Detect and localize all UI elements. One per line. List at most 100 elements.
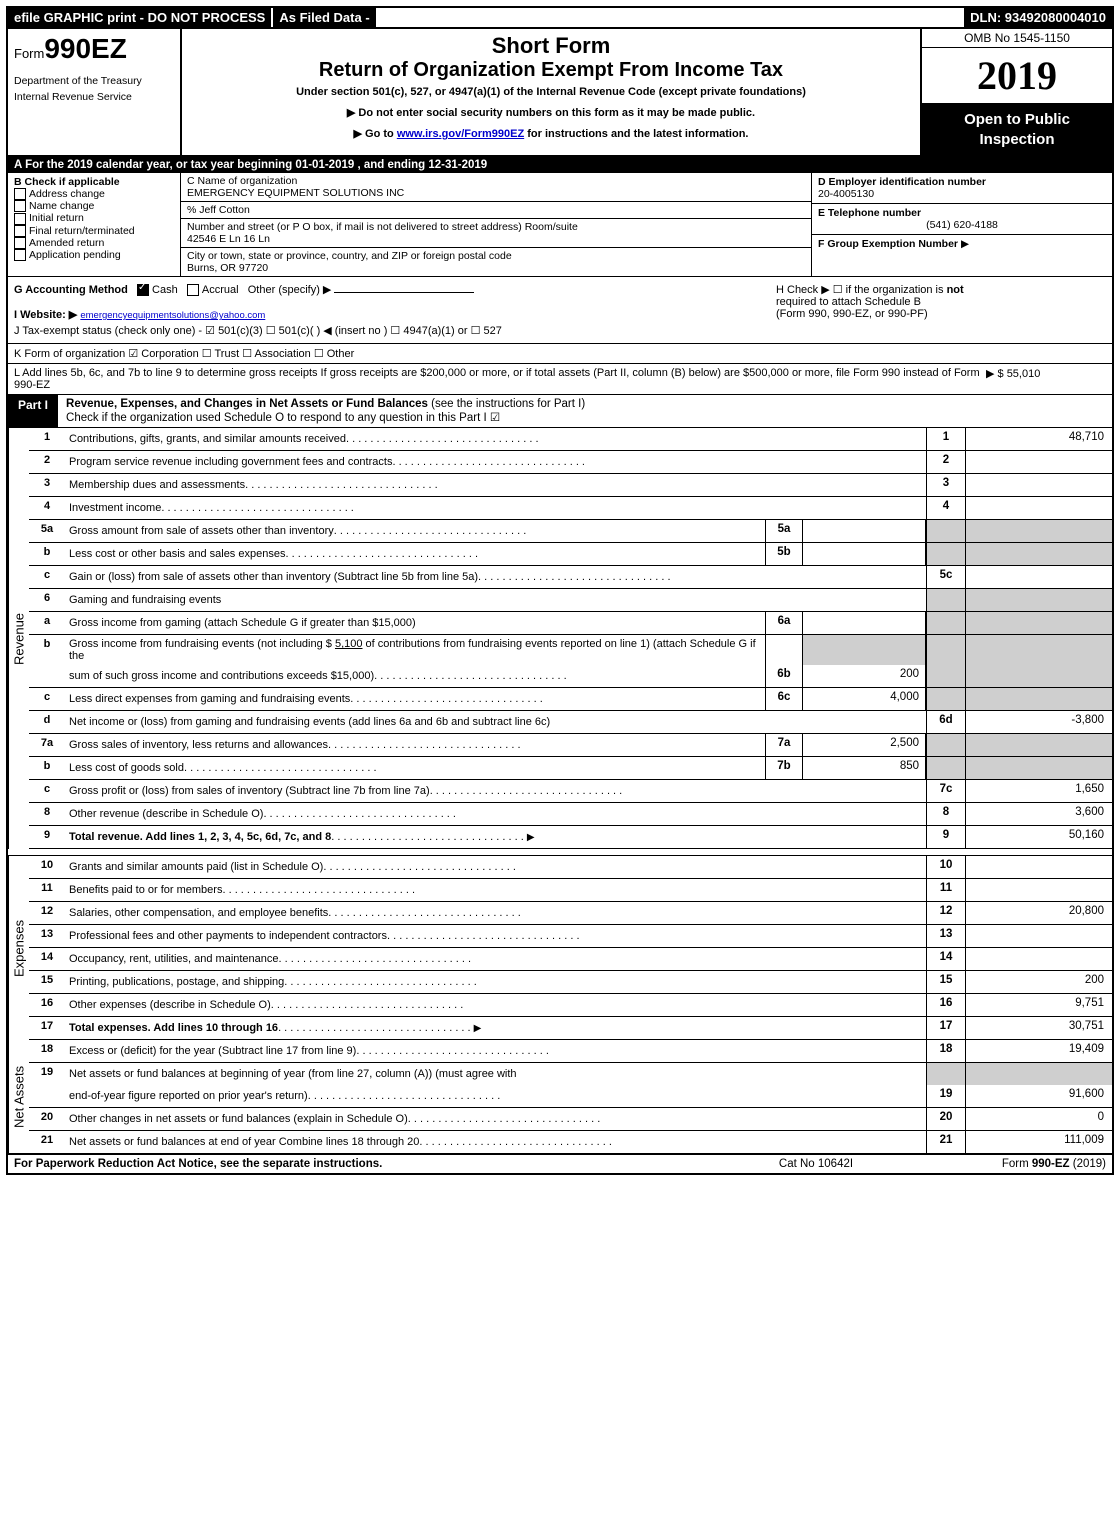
ln: c (29, 780, 65, 802)
rn: 13 (926, 925, 965, 947)
rv (965, 497, 1112, 519)
ln: 7a (29, 734, 65, 756)
dtxt: Net assets or fund balances at end of ye… (69, 1136, 419, 1148)
row-9: 9 Total revenue. Add lines 1, 2, 3, 4, 5… (29, 826, 1112, 849)
d-block: D Employer identification number 20-4005… (812, 173, 1112, 204)
row-7c: c Gross profit or (loss) from sales of i… (29, 780, 1112, 803)
l-val: ▶ $ 55,010 (986, 367, 1106, 391)
footer: For Paperwork Reduction Act Notice, see … (8, 1153, 1112, 1173)
rv: 50,160 (965, 826, 1112, 848)
b-amended-return[interactable]: Amended return (14, 237, 174, 249)
g-accrual: Accrual (202, 284, 239, 296)
dtxt: Program service revenue including govern… (69, 456, 392, 468)
line-a: A For the 2019 calendar year, or tax yea… (8, 157, 1112, 173)
ln: 3 (29, 474, 65, 496)
row-6: 6 Gaming and fundraising events (29, 589, 1112, 612)
iv: 4,000 (803, 688, 926, 710)
rn: 6d (926, 711, 965, 733)
iv: 2,500 (803, 734, 926, 756)
arrow-icon (524, 831, 538, 843)
d-ein: 20-4005130 (818, 188, 1106, 200)
row-14: 14 Occupancy, rent, utilities, and maint… (29, 948, 1112, 971)
in: 5a (765, 520, 803, 542)
dtxt: Less direct expenses from gaming and fun… (69, 693, 350, 705)
column-def: D Employer identification number 20-4005… (812, 173, 1112, 276)
b-opt-label: Final return/terminated (29, 225, 135, 237)
dtxt: Professional fees and other payments to … (69, 930, 387, 942)
h-block: H Check ▶ ☐ if the organization is not r… (776, 283, 1106, 337)
c-label: C Name of organization (187, 175, 805, 187)
b-initial-return[interactable]: Initial return (14, 212, 174, 224)
in: 7b (765, 757, 803, 779)
b-address-change[interactable]: Address change (14, 188, 174, 200)
side-netassets: Net Assets (8, 1040, 29, 1153)
e-label: E Telephone number (818, 207, 1106, 219)
g-label: G Accounting Method (14, 284, 128, 296)
rv (965, 474, 1112, 496)
in: 6b (765, 665, 803, 687)
in: 6c (765, 688, 803, 710)
g-accrual-check[interactable] (187, 284, 199, 296)
row-19b: end-of-year figure reported on prior yea… (29, 1085, 1112, 1108)
rv: 200 (965, 971, 1112, 993)
side-revenue: Revenue (8, 428, 29, 849)
f-arrow: ▶ (961, 238, 969, 250)
row-6c: c Less direct expenses from gaming and f… (29, 688, 1112, 711)
rn-shade (926, 665, 965, 687)
rv: -3,800 (965, 711, 1112, 733)
b-application-pending[interactable]: Application pending (14, 249, 174, 261)
rn-shade (926, 520, 965, 542)
row-6d: d Net income or (loss) from gaming and f… (29, 711, 1112, 734)
dtxt: Gross amount from sale of assets other t… (69, 525, 334, 537)
h-line1: H Check ▶ ☐ if the organization is not (776, 283, 1106, 296)
rn: 3 (926, 474, 965, 496)
b-name-change[interactable]: Name change (14, 200, 174, 212)
instr-ssn: ▶ Do not enter social security numbers o… (188, 106, 914, 119)
ln (29, 1085, 65, 1107)
g-cash: Cash (152, 284, 178, 296)
spacer (8, 849, 1112, 856)
rv-shade (965, 635, 1112, 665)
arrow-icon (471, 1022, 485, 1034)
dtxt: Grants and similar amounts paid (list in… (69, 861, 323, 873)
row-15: 15 Printing, publications, postage, and … (29, 971, 1112, 994)
rv: 1,650 (965, 780, 1112, 802)
in: 6a (765, 612, 803, 634)
open-inspection: Open to Public Inspection (922, 104, 1112, 155)
ln: 18 (29, 1040, 65, 1062)
footer-mid: Cat No 10642I (726, 1158, 906, 1170)
website-link[interactable]: emergencyequipmentsolutions@yahoo.com (80, 310, 265, 321)
b-opt-label: Name change (29, 200, 94, 212)
dtxt: Net income or (loss) from gaming and fun… (69, 716, 550, 728)
ln: 9 (29, 826, 65, 848)
rv-shade (965, 589, 1112, 611)
l-body: L Add lines 5b, 6c, and 7b to line 9 to … (14, 367, 980, 391)
ln: 8 (29, 803, 65, 825)
c-city-block: City or town, state or province, country… (181, 247, 811, 276)
l-text: L Add lines 5b, 6c, and 7b to line 9 to … (14, 367, 986, 391)
row-13: 13 Professional fees and other payments … (29, 925, 1112, 948)
form-container: efile GRAPHIC print - DO NOT PROCESS As … (6, 6, 1114, 1175)
footer-right: Form 990-EZ (2019) (906, 1158, 1106, 1170)
short-form-title: Short Form (188, 33, 914, 59)
row-12: 12 Salaries, other compensation, and emp… (29, 902, 1112, 925)
desc: Contributions, gifts, grants, and simila… (65, 428, 926, 450)
ln: 14 (29, 948, 65, 970)
g-cash-check[interactable] (137, 284, 149, 296)
instr-link-anchor[interactable]: www.irs.gov/Form990EZ (397, 128, 524, 140)
row-k: K Form of organization ☑ Corporation ☐ T… (8, 344, 1112, 364)
header-left: Form990EZ Department of the Treasury Int… (8, 29, 182, 155)
rn: 20 (926, 1108, 965, 1130)
ln: 6 (29, 589, 65, 611)
g-other-line[interactable] (334, 292, 474, 293)
row-5b: b Less cost or other basis and sales exp… (29, 543, 1112, 566)
rv: 3,600 (965, 803, 1112, 825)
part1-title-rest: (see the instructions for Part I) (428, 398, 585, 410)
part1-tab: Part I (8, 395, 58, 427)
rn: 7c (926, 780, 965, 802)
b-final-return[interactable]: Final return/terminated (14, 225, 174, 237)
rv: 48,710 (965, 428, 1112, 450)
dtxt: Gaming and fundraising events (69, 594, 221, 606)
under-section: Under section 501(c), 527, or 4947(a)(1)… (188, 86, 914, 98)
row-5c: c Gain or (loss) from sale of assets oth… (29, 566, 1112, 589)
